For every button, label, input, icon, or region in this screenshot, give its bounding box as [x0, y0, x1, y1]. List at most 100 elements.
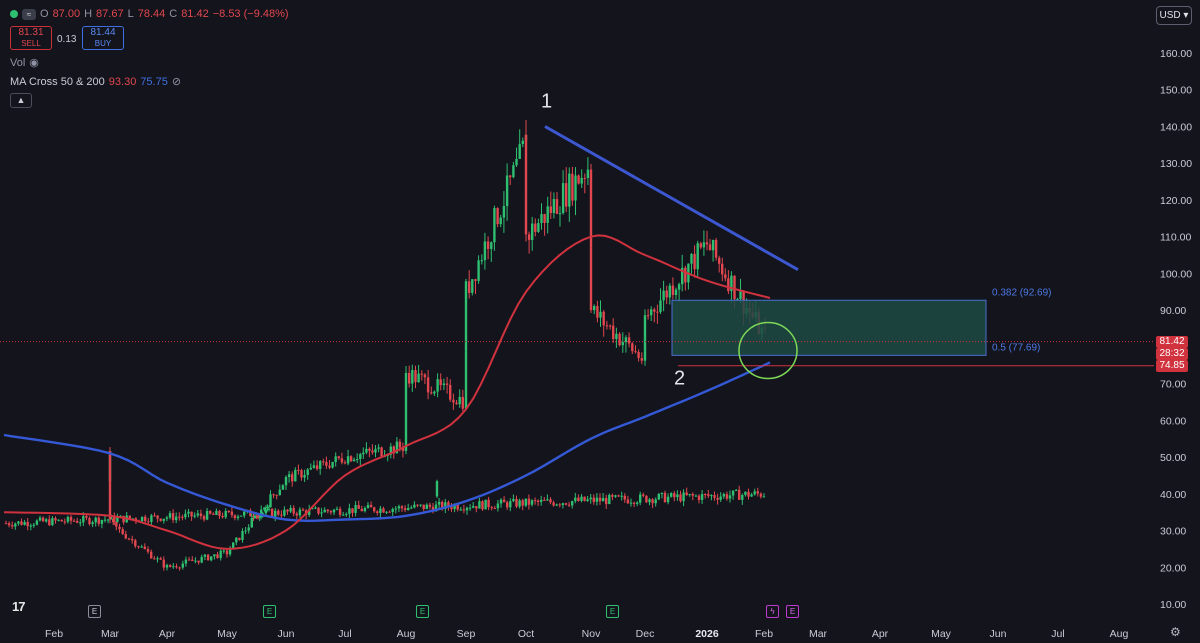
close-value: 81.42 [181, 8, 209, 20]
candle-body [26, 522, 29, 527]
candle-body [631, 343, 634, 352]
eye-icon[interactable]: ◉ [29, 57, 39, 69]
candle-body [221, 515, 224, 518]
candle-body [181, 516, 184, 518]
candle-body [738, 489, 741, 500]
x-tick-label: May [217, 628, 238, 640]
candle-body [156, 515, 159, 519]
candle-body [536, 500, 540, 502]
x-tick-label: Jul [1051, 628, 1064, 640]
candle-body [244, 530, 247, 532]
countdown-tag: 28:32 [1156, 347, 1188, 360]
candle-body [352, 459, 356, 462]
candle-body [422, 504, 425, 509]
candle-body [121, 529, 124, 535]
close-label: C [169, 8, 178, 20]
fib-zone[interactable] [671, 299, 987, 356]
currency-label: USD [1159, 10, 1181, 21]
lightning-icon[interactable]: ϟ [766, 605, 779, 618]
highlight-circle[interactable] [738, 321, 798, 380]
ohlc-legend: ≈ O 87.00 H 87.67 L 78.44 C 81.42 −8.53 (−9.… [10, 8, 289, 20]
candle-body [169, 565, 172, 567]
candle-body [493, 508, 496, 510]
symbol-toggle-icon[interactable]: ≈ [22, 8, 36, 20]
candle-body [527, 498, 531, 505]
candle-body [369, 504, 373, 508]
candle-body [464, 352, 468, 398]
candle-body [480, 260, 483, 262]
candle-body [558, 213, 562, 215]
candle-body [617, 495, 620, 497]
downtrend-line[interactable] [544, 125, 799, 272]
candle-body [131, 539, 134, 541]
candle-body [598, 497, 602, 502]
candle-body [518, 144, 521, 159]
candle-body [660, 492, 664, 494]
ma200-line [3, 361, 771, 523]
earnings-event-marker[interactable]: E [786, 605, 799, 618]
candle-body [122, 515, 125, 523]
y-tick-label: 20.00 [1160, 562, 1186, 574]
candle-body [345, 513, 348, 515]
hide-indicator-icon[interactable]: ⊘ [171, 76, 182, 88]
sell-button[interactable]: 81.31 SELL [10, 26, 52, 50]
candle-body [741, 495, 744, 500]
chevron-up-icon[interactable]: ▲ [10, 93, 32, 108]
candle-body [184, 559, 188, 564]
candle-body [54, 518, 57, 521]
candle-body [736, 299, 739, 300]
candle-body [319, 461, 322, 469]
candle-body [509, 501, 512, 508]
candle-body [506, 502, 509, 508]
volume-label: Vol [10, 56, 26, 69]
candle-body [634, 351, 637, 353]
candle-body [512, 165, 515, 178]
candle-body [303, 475, 306, 478]
candle-body [301, 509, 305, 511]
fib-05-label: 0.5 (77.69) [992, 342, 1040, 353]
x-tick-label: Jun [278, 628, 295, 640]
candle-body [184, 513, 187, 518]
x-tick-label: Apr [872, 628, 889, 640]
candle-body [444, 502, 447, 509]
candle-body [431, 506, 435, 512]
candle-body [346, 456, 350, 464]
candle-body [725, 494, 729, 499]
candle-body [439, 379, 442, 386]
candle-body [555, 504, 558, 506]
candle-body [468, 507, 472, 509]
candle-body [430, 392, 433, 394]
candle-body [423, 374, 427, 378]
candle-body [274, 510, 277, 517]
currency-selector[interactable]: USD ▾ [1156, 6, 1192, 25]
buy-button[interactable]: 81.44 BUY [82, 26, 124, 50]
candle-body [144, 516, 147, 522]
candle-body [394, 508, 397, 510]
ma-cross-legend: MA Cross 50 & 200 93.30 75.75 ⊘ [10, 75, 182, 89]
earnings-event-marker[interactable]: E [263, 605, 276, 618]
candle-body [733, 275, 736, 300]
x-tick-label: Mar [101, 628, 120, 640]
earnings-event-marker[interactable]: E [88, 605, 101, 618]
wave-2-label: 2 [674, 368, 685, 390]
gear-icon[interactable]: ⚙ [1170, 625, 1181, 639]
candle-body [103, 519, 107, 521]
earnings-event-marker[interactable]: E [606, 605, 619, 618]
candle-body [612, 325, 615, 339]
earnings-event-marker[interactable]: E [416, 605, 429, 618]
candle-body [700, 494, 704, 500]
candle-body [685, 492, 688, 495]
candle-body [181, 563, 184, 568]
y-tick-label: 140.00 [1160, 121, 1192, 133]
candle-body [565, 183, 568, 207]
candle-body [323, 509, 326, 513]
candle-body [537, 223, 540, 232]
candle-body [194, 560, 197, 562]
candle-body [496, 208, 499, 225]
candle-body [676, 494, 679, 498]
candle-body [239, 515, 243, 517]
y-tick-label: 60.00 [1160, 415, 1186, 427]
last-price-tag: 81.42 [1156, 335, 1188, 348]
candle-body [624, 337, 628, 343]
